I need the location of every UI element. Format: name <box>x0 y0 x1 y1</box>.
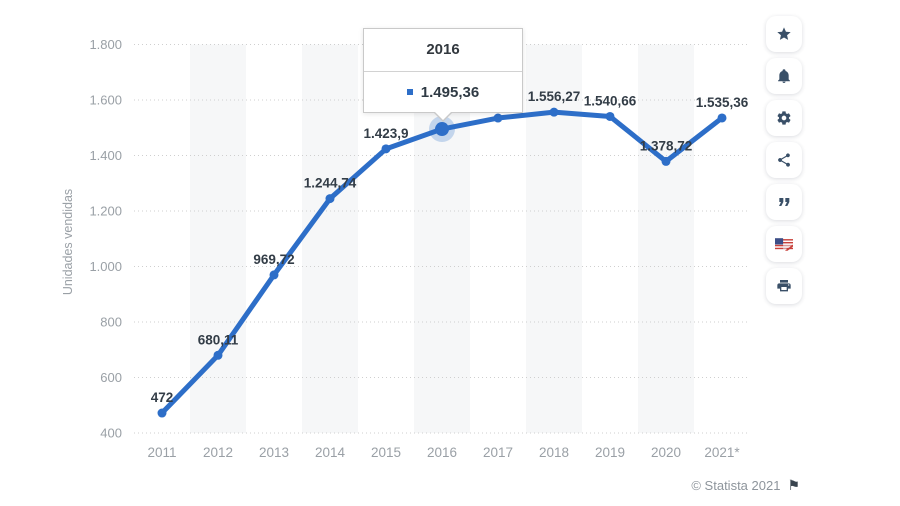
cite-button[interactable] <box>766 184 802 220</box>
series-bullet-icon <box>407 89 413 95</box>
x-tick-label: 2016 <box>427 445 457 460</box>
tooltip-value: 1.495,36 <box>421 84 479 101</box>
tooltip-year: 2016 <box>364 29 522 72</box>
share-button[interactable] <box>766 142 802 178</box>
y-tick-label: 1.600 <box>89 93 122 108</box>
data-point-label: 472 <box>151 390 174 405</box>
y-tick-label: 1.200 <box>89 204 122 219</box>
data-point[interactable] <box>158 409 167 418</box>
x-tick-label: 2020 <box>651 445 681 460</box>
statista-flag-icon: ⚑ <box>787 477 800 494</box>
data-point[interactable] <box>326 194 335 203</box>
notifications-button[interactable] <box>766 58 802 94</box>
x-tick-label: 2011 <box>147 445 176 460</box>
share-icon <box>776 152 792 168</box>
y-tick-label: 400 <box>100 426 122 441</box>
x-tick-label: 2014 <box>315 445 346 460</box>
data-point-label: 680,11 <box>198 332 239 347</box>
data-point-label: 1.535,36 <box>696 95 749 110</box>
x-tick-label: 2018 <box>539 445 569 460</box>
y-tick-label: 600 <box>100 370 122 385</box>
data-point-label: 1.378,72 <box>640 138 693 153</box>
gear-icon <box>776 110 792 126</box>
favorite-button[interactable] <box>766 16 802 52</box>
data-point[interactable] <box>214 351 223 360</box>
chart-tooltip: 2016 1.495,36 <box>363 28 523 113</box>
data-point[interactable] <box>606 112 615 121</box>
action-sidebar <box>766 16 802 310</box>
printer-icon <box>776 278 792 294</box>
quote-icon <box>776 194 792 210</box>
x-tick-label: 2017 <box>483 445 513 460</box>
x-tick-label: 2012 <box>203 445 233 460</box>
settings-button[interactable] <box>766 100 802 136</box>
x-tick-label: 2013 <box>259 445 289 460</box>
data-point-label: 969,72 <box>253 252 294 267</box>
y-tick-label: 1.800 <box>89 37 122 52</box>
data-point[interactable] <box>382 144 391 153</box>
star-icon <box>776 26 792 42</box>
flag-us-uk-icon <box>775 238 793 251</box>
statista-chart-page: 400 600 800 1.000 1.200 1.400 1.600 1.800 2011 20… <box>0 0 900 506</box>
data-point[interactable] <box>494 114 503 123</box>
data-point[interactable] <box>718 113 727 122</box>
data-point[interactable] <box>550 108 559 117</box>
data-point[interactable] <box>270 270 279 279</box>
y-tick-label: 1.000 <box>89 259 122 274</box>
y-axis-title: Unidades vendidas <box>61 189 75 295</box>
x-tick-label: 2021* <box>704 445 740 460</box>
x-tick-label: 2019 <box>595 445 625 460</box>
x-tick-label: 2015 <box>371 445 401 460</box>
data-point-label: 1.423,9 <box>363 126 408 141</box>
data-point-label: 1.244,74 <box>304 176 357 191</box>
language-button[interactable] <box>766 226 802 262</box>
print-button[interactable] <box>766 268 802 304</box>
copyright-text: © Statista 2021 <box>691 478 780 493</box>
data-point-highlighted[interactable] <box>435 122 449 136</box>
data-point-label: 1.540,66 <box>584 93 637 108</box>
y-tick-label: 800 <box>100 315 122 330</box>
y-tick-label: 1.400 <box>89 148 122 163</box>
chart-footer: © Statista 2021 ⚑ <box>691 477 800 494</box>
data-point[interactable] <box>662 157 671 166</box>
data-point-label: 1.556,27 <box>528 89 581 104</box>
bell-icon <box>776 68 792 84</box>
